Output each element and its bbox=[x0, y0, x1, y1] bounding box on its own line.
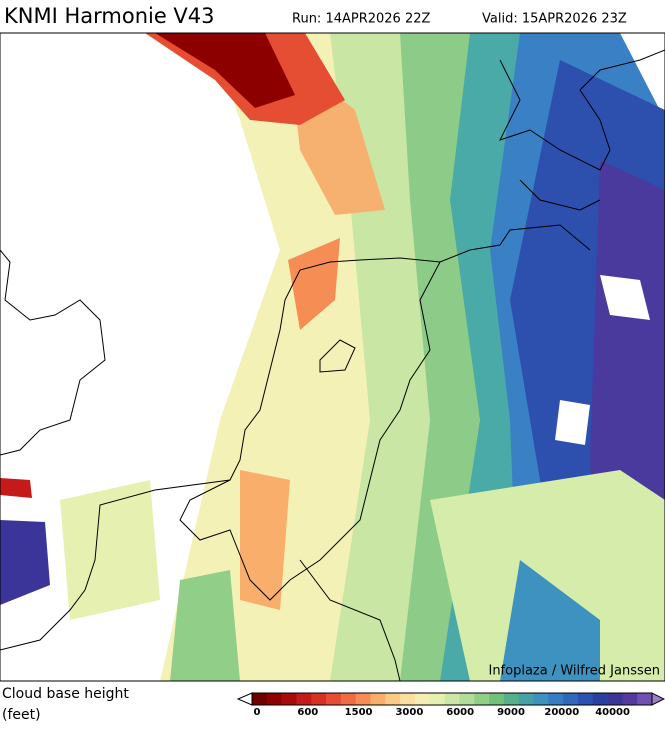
legend-label-unit: (feet) bbox=[2, 707, 41, 723]
colorbar-swatch bbox=[400, 693, 416, 705]
colorbar-tick-label: 600 bbox=[297, 707, 318, 718]
colorbar-swatch bbox=[592, 693, 608, 705]
legend-label: Cloud base height bbox=[2, 686, 129, 702]
colorbar-tick-label: 9000 bbox=[497, 707, 525, 718]
colorbar-swatch bbox=[637, 693, 653, 705]
colorbar-swatch bbox=[355, 693, 371, 705]
colorbar-swatch bbox=[489, 693, 505, 705]
colorbar-swatch bbox=[474, 693, 490, 705]
colorbar-swatch bbox=[326, 693, 342, 705]
colorbar-swatch bbox=[281, 693, 297, 705]
run-time: Run: 14APR2026 22Z bbox=[292, 12, 431, 27]
colorbar-tick-label: 3000 bbox=[395, 707, 423, 718]
colorbar-swatch bbox=[266, 693, 282, 705]
credit: Infoplaza / Wilfred Janssen bbox=[488, 664, 660, 679]
colorbar-swatch bbox=[622, 693, 638, 705]
colorbar-tick-label: 6000 bbox=[446, 707, 474, 718]
valid-time: Valid: 15APR2026 23Z bbox=[482, 12, 627, 27]
colorbar-swatch bbox=[548, 693, 564, 705]
colorbar-swatch bbox=[340, 693, 357, 705]
colorbar: 0 600 1500 3000 6000 9000 20000 40000 bbox=[236, 692, 665, 718]
colorbar-swatch bbox=[296, 693, 312, 705]
colorbar-frame bbox=[251, 692, 653, 706]
colorbar-swatch bbox=[429, 693, 445, 705]
colorbar-swatch bbox=[414, 693, 431, 705]
colorbar-swatch bbox=[533, 693, 549, 705]
colorbar-swatch bbox=[252, 693, 268, 705]
colorbar-tick-label: 1500 bbox=[345, 707, 373, 718]
colorbar-swatch bbox=[370, 693, 386, 705]
colorbar-swatch bbox=[311, 693, 327, 705]
colorbar-tick-label: 0 bbox=[254, 707, 261, 718]
colorbar-swatch bbox=[518, 693, 534, 705]
colorbar-swatch bbox=[385, 693, 401, 705]
colorbar-swatch bbox=[444, 693, 460, 705]
title: KNMI Harmonie V43 bbox=[4, 4, 215, 28]
colorbar-swatch bbox=[503, 693, 519, 705]
colorbar-tick-label: 40000 bbox=[595, 707, 630, 718]
colorbar-swatch bbox=[459, 693, 475, 705]
colorbar-tick-label: 20000 bbox=[544, 707, 579, 718]
colorbar-swatch bbox=[607, 693, 623, 705]
colorbar-swatch bbox=[563, 693, 579, 705]
map-frame bbox=[0, 32, 665, 682]
colorbar-swatch bbox=[577, 693, 594, 705]
cloud-field bbox=[0, 33, 665, 681]
